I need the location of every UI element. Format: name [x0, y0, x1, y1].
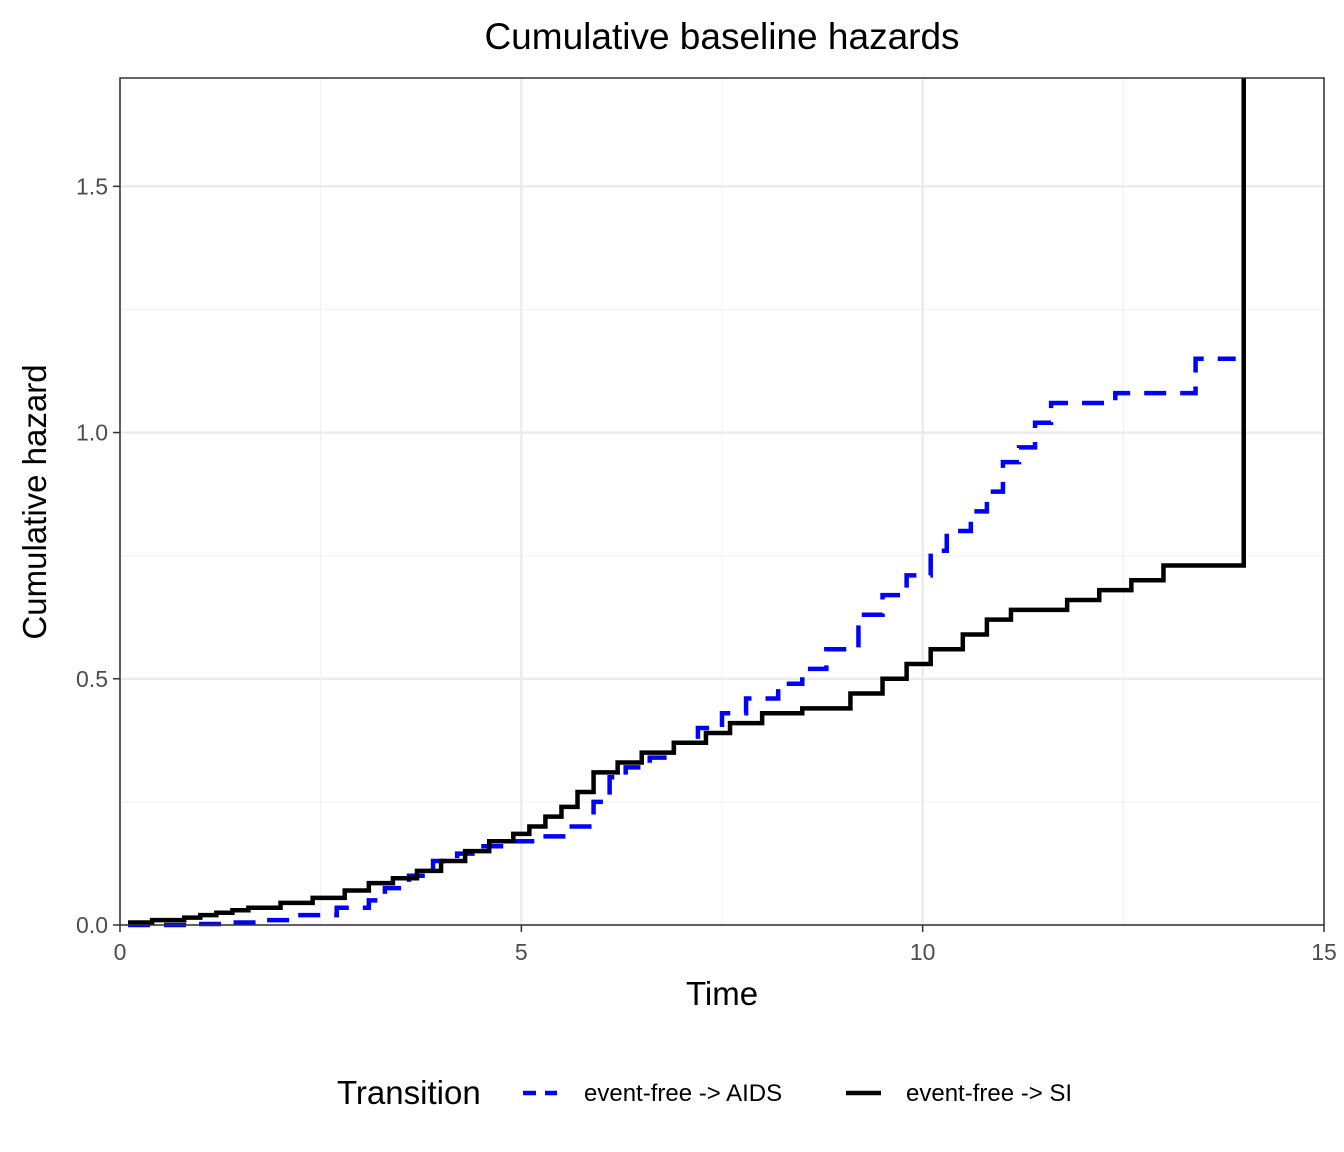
y-tick-label: 0.0: [76, 912, 108, 938]
legend-title: Transition: [337, 1074, 481, 1111]
series-line-si: [128, 78, 1246, 925]
y-tick-label: 1.5: [76, 173, 108, 199]
x-axis-title: Time: [686, 975, 758, 1012]
grid: [118, 78, 1326, 927]
y-axis-title: Cumulative hazard: [16, 364, 53, 639]
x-tick-label: 0: [114, 939, 127, 965]
chart-title: Cumulative baseline hazards: [484, 16, 959, 57]
series-line-aids: [128, 356, 1236, 928]
legend-label-aids: event-free -> AIDS: [584, 1080, 782, 1107]
panel-border: [119, 77, 1325, 926]
series-layer: [128, 78, 1246, 928]
x-tick-label: 5: [515, 939, 528, 965]
axes: 0 5 10 15 0.0 0.5 1.0 1.5: [76, 173, 1337, 965]
y-tick-label: 1.0: [76, 420, 108, 446]
x-tick-label: 10: [910, 939, 936, 965]
x-tick-label: 15: [1311, 939, 1337, 965]
legend-label-si: event-free -> SI: [906, 1080, 1072, 1107]
y-tick-label: 0.5: [76, 666, 108, 692]
legend: Transition event-free -> AIDS event-free…: [337, 1074, 1072, 1111]
